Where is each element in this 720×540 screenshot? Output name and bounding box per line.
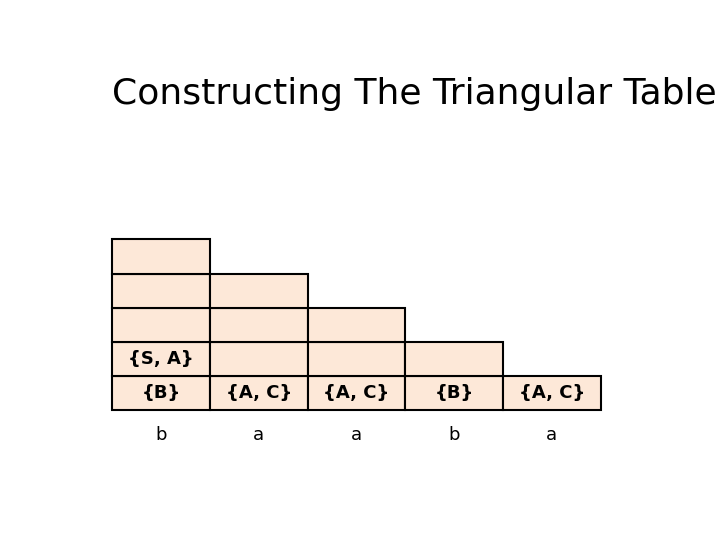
Bar (210, 308, 307, 342)
Text: b: b (449, 426, 460, 444)
Bar (307, 308, 405, 342)
Bar (112, 342, 210, 376)
Text: {S, A}: {S, A} (128, 350, 194, 368)
Bar (210, 376, 307, 410)
Text: a: a (351, 426, 362, 444)
Bar (210, 342, 307, 376)
Bar (307, 342, 405, 376)
Text: {A, C}: {A, C} (323, 384, 390, 402)
Bar (112, 308, 210, 342)
Bar (210, 274, 307, 308)
Text: {B}: {B} (434, 384, 474, 402)
Text: {A, C}: {A, C} (225, 384, 292, 402)
Text: {B}: {B} (142, 384, 181, 402)
Text: a: a (546, 426, 557, 444)
Bar (307, 376, 405, 410)
Bar (405, 376, 503, 410)
Text: {A, C}: {A, C} (518, 384, 585, 402)
Text: Constructing The Triangular Table: Constructing The Triangular Table (112, 77, 717, 111)
Bar (405, 342, 503, 376)
Bar (112, 376, 210, 410)
Text: b: b (156, 426, 167, 444)
Text: a: a (253, 426, 264, 444)
Bar (112, 274, 210, 308)
Bar (112, 239, 210, 274)
Bar (503, 376, 600, 410)
